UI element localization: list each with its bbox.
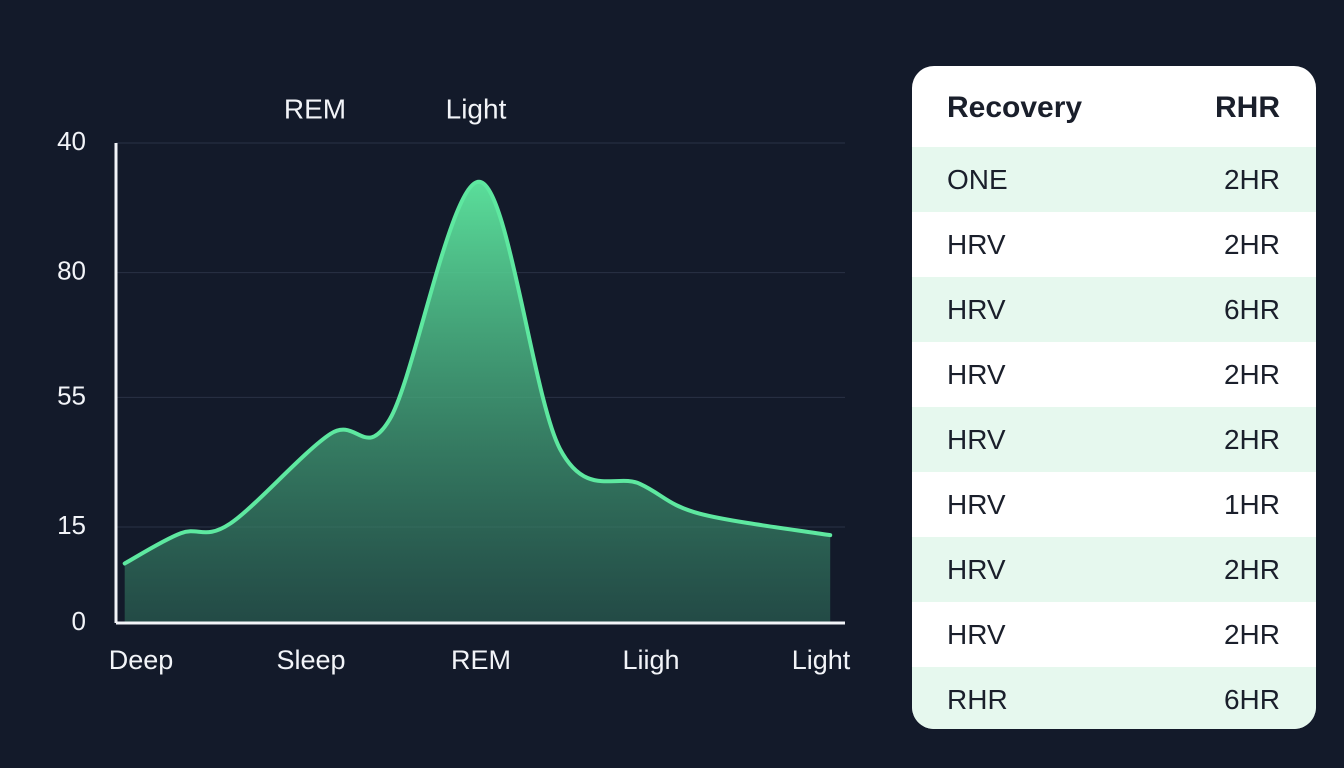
area-fill <box>124 181 831 623</box>
y-tick-label: 55 <box>57 380 86 410</box>
table-cell: HRV <box>947 553 1006 585</box>
table-cell: 1HR <box>1223 488 1280 520</box>
annotation: Light <box>446 93 507 124</box>
table-cell: 2HR <box>1223 358 1280 390</box>
table-cell: 6HR <box>1223 293 1280 325</box>
table-row: HRV 6HR <box>912 277 1316 342</box>
table-cell: HRV <box>947 358 1006 390</box>
table-row: HRV 2HR <box>912 407 1316 472</box>
table-cell: 2HR <box>1223 423 1280 455</box>
table-row: HRV 2HR <box>912 602 1316 667</box>
x-tick-label: Liigh <box>622 645 679 675</box>
table-cell: RHR <box>947 683 1008 715</box>
table-row: HRV 1HR <box>912 472 1316 537</box>
table-cell: 2HR <box>1223 618 1280 650</box>
table-cell: ONE <box>947 163 1008 195</box>
x-tick-label: REM <box>451 645 511 675</box>
area-line <box>122 179 833 566</box>
table-row: HRV 2HR <box>912 342 1316 407</box>
annotation: REM <box>284 93 346 124</box>
table-cell: Recovery <box>947 90 1083 124</box>
table-row: HRV 2HR <box>912 537 1316 602</box>
x-tick-label: Sleep <box>276 645 345 675</box>
table-cell: 2HR <box>1223 228 1280 260</box>
table-cell: 6HR <box>1223 683 1280 715</box>
table-row: ONE 2HR <box>912 147 1316 212</box>
y-tick-label: 0 <box>72 606 86 636</box>
y-tick-label: 80 <box>57 255 86 285</box>
table-row: RHR 6HR <box>912 667 1316 729</box>
table-cell: HRV <box>947 228 1006 260</box>
table-row: Recovery RHR <box>912 66 1316 147</box>
chart: REM Light 0 15 55 80 40 Deep Sleep REM Liigh Ligh… <box>57 93 851 675</box>
table-cell: 2HR <box>1223 163 1280 195</box>
y-tick-label: 40 <box>57 126 86 156</box>
y-tick-label: 15 <box>57 510 86 540</box>
table-cell: HRV <box>947 423 1006 455</box>
table-cell: HRV <box>947 293 1006 325</box>
x-tick-label: Light <box>792 645 851 675</box>
table-row: HRV 2HR <box>912 212 1316 277</box>
table: Recovery RHR ONE 2HR HRV 2HR HRV 6HR HRV 2HR HRV 2H… <box>912 66 1316 729</box>
table-cell: RHR <box>1215 90 1280 124</box>
x-tick-label: Deep <box>109 645 174 675</box>
table-cell: HRV <box>947 488 1006 520</box>
table-cell: HRV <box>947 618 1006 650</box>
table-cell: 2HR <box>1223 553 1280 585</box>
